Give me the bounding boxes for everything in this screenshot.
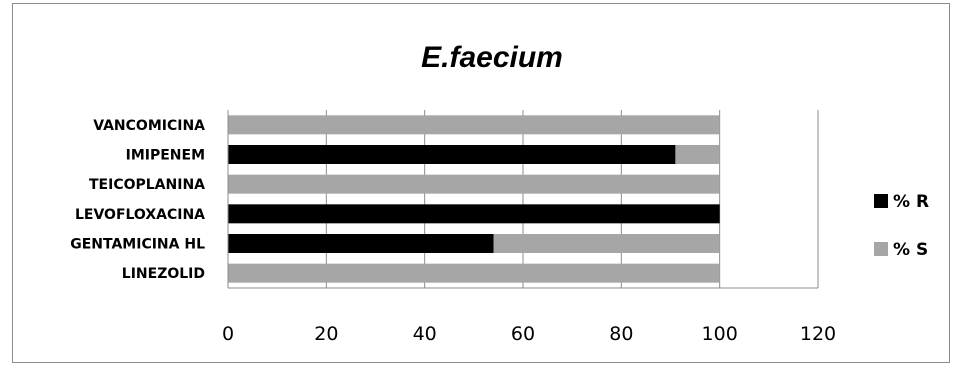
legend-label: % S — [893, 240, 928, 260]
category-label: VANCOMICINA — [93, 118, 205, 134]
chart-title: E.faecium — [421, 41, 563, 74]
legend-label: % R — [893, 192, 929, 212]
x-tick-label: 80 — [609, 323, 633, 345]
x-tick-label: 0 — [222, 323, 234, 345]
x-tick-label: 20 — [314, 323, 338, 345]
axes — [227, 110, 818, 289]
category-label: IMIPENEM — [126, 148, 205, 164]
gridlines — [325, 110, 819, 288]
category-label: LEVOFLOXACINA — [75, 207, 205, 223]
x-tick-label: 40 — [413, 323, 437, 345]
legend-swatch — [874, 242, 888, 256]
legend: % R % S — [874, 192, 929, 260]
bar-s-gentamicina-hl — [493, 234, 720, 253]
bar-s-imipenem — [675, 145, 720, 164]
bar-s-teicoplanina — [228, 174, 720, 194]
x-tick-label: 120 — [800, 323, 836, 345]
x-tick-label: 100 — [702, 323, 738, 345]
bars — [228, 115, 720, 283]
category-labels: VANCOMICINA IMIPENEM TEICOPLANINA LEVOFLOXA… — [70, 118, 205, 282]
category-label: GENTAMICINA HL — [70, 237, 205, 253]
bar-r-gentamicina-hl — [228, 234, 494, 253]
category-label: LINEZOLID — [122, 266, 205, 282]
category-label: TEICOPLANINA — [89, 177, 205, 193]
bar-s-linezolid — [228, 263, 720, 283]
tick-labels: 0 20 40 60 80 100 120 — [222, 323, 836, 345]
x-tick-label: 60 — [511, 323, 535, 345]
bar-s-vancomicina — [228, 115, 720, 135]
legend-swatch — [874, 194, 888, 208]
bar-r-levofloxacina — [228, 204, 720, 224]
bar-r-imipenem — [228, 145, 676, 164]
